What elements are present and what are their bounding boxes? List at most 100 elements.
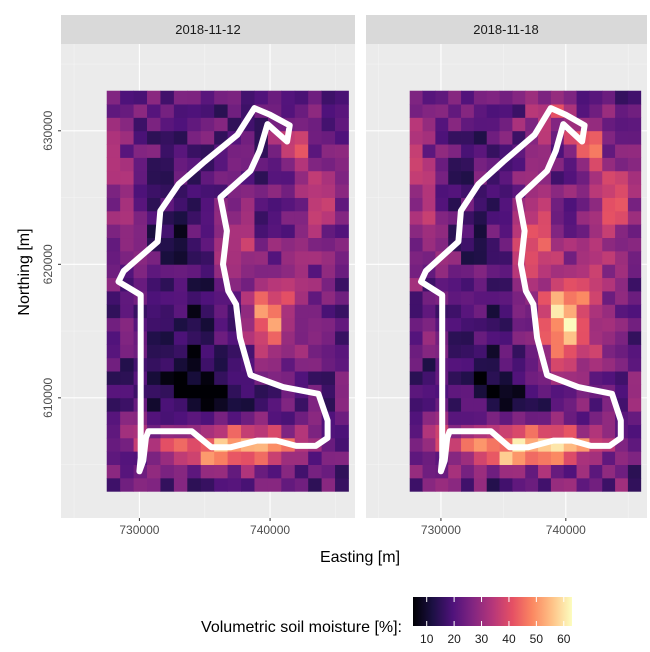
heatmap-cell — [538, 291, 552, 305]
heatmap-cell — [160, 357, 175, 372]
heatmap-cell — [448, 90, 462, 105]
heatmap-cell — [227, 477, 242, 492]
heatmap-cell — [200, 104, 215, 118]
heatmap-cell — [335, 371, 349, 385]
heatmap-cell — [461, 157, 475, 172]
facet-strip-label: 2018-11-12 — [175, 22, 241, 37]
heatmap-cell — [267, 344, 282, 359]
heatmap-cell — [435, 184, 449, 198]
heatmap-cell — [160, 304, 175, 319]
heatmap-cell — [321, 197, 336, 212]
heatmap-cell — [294, 477, 309, 492]
heatmap-cell — [200, 424, 215, 439]
heatmap-cell — [499, 317, 513, 332]
facet-panel-left: 2018-11-12 — [61, 15, 355, 518]
heatmap-cell — [615, 464, 629, 479]
heatmap-cell — [241, 277, 255, 292]
heatmap-cell — [267, 464, 282, 479]
heatmap-cell — [200, 224, 215, 239]
heatmap-cell — [576, 184, 590, 198]
heatmap-cell — [486, 344, 500, 359]
heatmap-cell — [602, 117, 616, 132]
heatmap-cell — [499, 90, 513, 105]
heatmap-cell — [448, 144, 462, 158]
heatmap-cell — [241, 130, 255, 145]
heatmap-cell — [173, 104, 188, 118]
heatmap-cell — [308, 210, 323, 225]
heatmap-cell — [294, 210, 309, 225]
heatmap-cell — [435, 104, 449, 118]
heatmap-cell — [147, 384, 161, 399]
heatmap-cell — [627, 371, 642, 385]
heatmap-cell — [227, 411, 242, 425]
heatmap-cell — [422, 157, 436, 172]
heatmap-cell — [550, 411, 565, 425]
x-tick-label: 730000 — [119, 523, 159, 537]
heatmap-cell — [335, 170, 349, 185]
heatmap-cell — [160, 130, 175, 145]
heatmap-cell — [254, 224, 269, 239]
heatmap-cell — [409, 344, 423, 359]
heatmap-cell — [321, 317, 336, 332]
heatmap-cell — [461, 451, 475, 465]
heatmap-cell — [473, 451, 488, 465]
heatmap-cell — [335, 264, 349, 279]
heatmap-cell — [563, 317, 577, 332]
heatmap-cell — [267, 277, 282, 292]
heatmap-cell — [627, 344, 642, 359]
heatmap-cell — [173, 397, 188, 412]
heatmap-cell — [499, 197, 513, 212]
heatmap-cell — [486, 477, 500, 492]
heatmap-cell — [512, 291, 526, 305]
heatmap-cell — [281, 264, 296, 279]
heatmap-cell — [422, 117, 436, 132]
heatmap-cell — [448, 371, 462, 385]
heatmap-cell — [335, 424, 349, 439]
heatmap-cell — [241, 224, 255, 239]
heatmap-cell — [308, 104, 323, 118]
heatmap-cell — [563, 197, 577, 212]
heatmap-cell — [321, 90, 336, 105]
heatmap-cell — [147, 250, 161, 265]
heatmap-cell — [602, 424, 616, 439]
heatmap-cell — [173, 331, 188, 345]
heatmap-cell — [241, 397, 255, 412]
heatmap-cell — [563, 144, 577, 158]
heatmap-cell — [254, 291, 269, 305]
heatmap-cell — [133, 197, 148, 212]
heatmap-cell — [563, 90, 577, 105]
heatmap-cell — [214, 130, 228, 145]
heatmap-cell — [147, 170, 161, 185]
legend-ticks: 10 20 30 40 50 60 — [420, 597, 571, 646]
heatmap-cell — [187, 291, 202, 305]
heatmap-cell — [461, 411, 475, 425]
heatmap-cell — [448, 277, 462, 292]
heatmap-cell — [200, 477, 215, 492]
facet-strip — [366, 15, 647, 44]
heatmap-cell — [321, 477, 336, 492]
heatmap-cell — [160, 384, 175, 399]
heatmap-cell — [227, 344, 242, 359]
heatmap-cell — [589, 210, 603, 225]
heatmap-cell — [254, 210, 269, 225]
heatmap-cell — [448, 411, 462, 425]
heatmap-cell — [308, 170, 323, 185]
heatmap-cell — [486, 184, 500, 198]
heatmap-cell — [576, 144, 590, 158]
heatmap-cell — [106, 184, 121, 198]
heatmap-cell — [120, 104, 134, 118]
heatmap-cell — [538, 424, 552, 439]
heatmap-cell — [241, 424, 255, 439]
legend-tick-label: 50 — [530, 632, 544, 646]
heatmap-cell — [576, 304, 590, 319]
heatmap-cell — [563, 291, 577, 305]
heatmap-cell — [133, 130, 148, 145]
heatmap-cell — [499, 397, 513, 412]
heatmap-cell — [627, 277, 642, 292]
heatmap-cell — [435, 224, 449, 239]
heatmap-cell — [173, 197, 188, 212]
heatmap-cell — [512, 384, 526, 399]
heatmap-cell — [160, 144, 175, 158]
heatmap-cell — [448, 437, 462, 452]
heatmap-cell — [627, 117, 642, 132]
